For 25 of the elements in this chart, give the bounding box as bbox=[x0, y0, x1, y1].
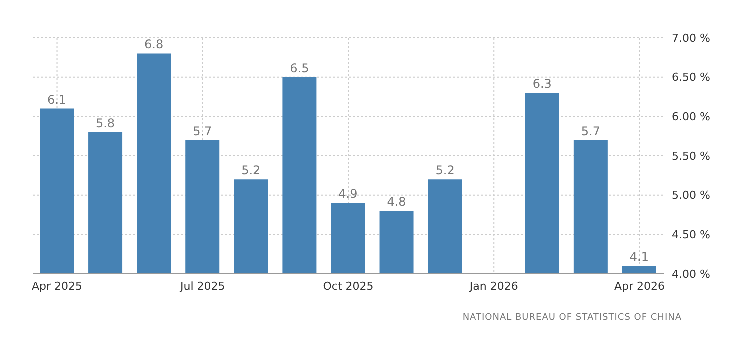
y-tick-label: 5.50 % bbox=[672, 150, 710, 163]
data-label: 5.7 bbox=[193, 124, 212, 138]
y-tick-label: 6.50 % bbox=[672, 71, 710, 84]
data-label: 4.9 bbox=[338, 187, 358, 202]
y-tick-label: 4.00 % bbox=[672, 268, 710, 281]
data-label: 6.5 bbox=[290, 61, 310, 76]
data-label: 6.1 bbox=[47, 92, 67, 107]
x-tick-label: Oct 2025 bbox=[323, 280, 374, 293]
data-label: 5.2 bbox=[242, 164, 261, 178]
x-tick-label: Apr 2026 bbox=[614, 280, 665, 293]
y-tick-label: 7.00 % bbox=[672, 32, 710, 45]
data-label: 5.7 bbox=[581, 124, 600, 138]
x-tick-label: Jul 2025 bbox=[180, 280, 226, 293]
y-tick-label: 6.00 % bbox=[672, 110, 710, 124]
data-label: 5.2 bbox=[436, 164, 455, 178]
y-tick-label: 5.00 % bbox=[672, 189, 710, 202]
data-label: 6.8 bbox=[144, 38, 164, 52]
text: NATIONAL BUREAU OF STATISTICS OF CHINA bbox=[462, 313, 682, 323]
data-label: 4.8 bbox=[387, 195, 406, 210]
data-label: 5.8 bbox=[96, 116, 116, 130]
data-label: 4.1 bbox=[630, 250, 650, 264]
y-tick-label: 4.50 % bbox=[672, 228, 710, 242]
x-tick-label: Apr 2025 bbox=[32, 280, 83, 293]
data-label: 6.3 bbox=[532, 77, 552, 92]
x-tick-label: Jan 2026 bbox=[468, 280, 518, 293]
